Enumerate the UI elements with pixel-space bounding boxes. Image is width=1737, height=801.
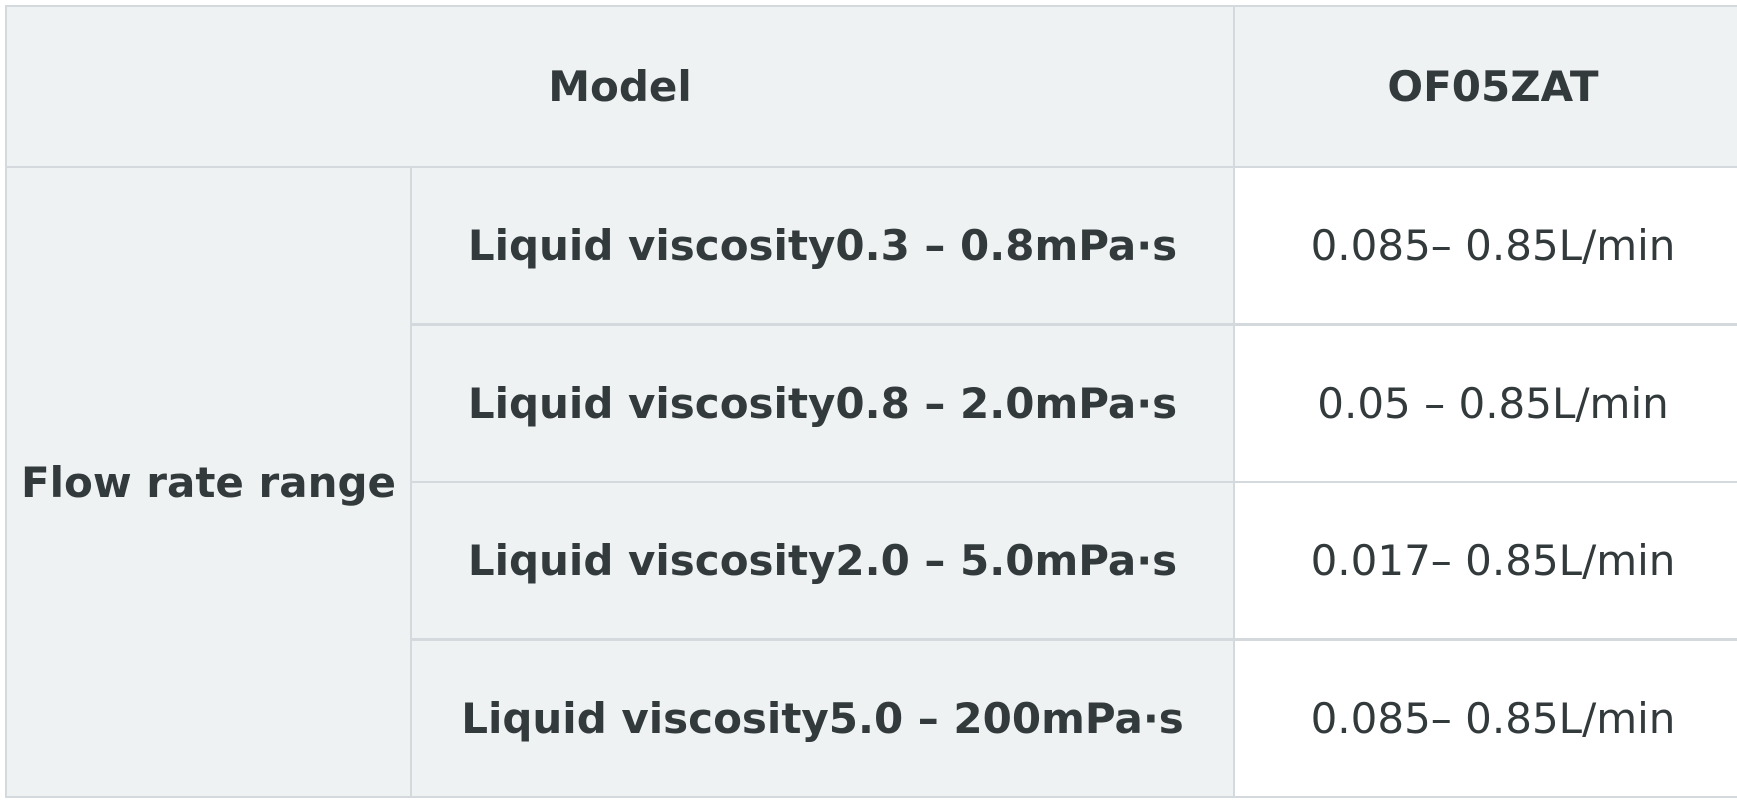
header-cell: Model	[5, 5, 1235, 168]
value-cell: 0.05 – 0.85L/min	[1233, 323, 1737, 483]
group-label: Flow rate range	[5, 166, 412, 798]
condition-cell: Liquid viscosity5.0 – 200mPa·s	[410, 638, 1235, 798]
condition-cell: Liquid viscosity0.3 – 0.8mPa·s	[410, 166, 1235, 325]
value-cell: 0.085– 0.85L/min	[1233, 166, 1737, 325]
condition-cell: Liquid viscosity2.0 – 5.0mPa·s	[410, 481, 1235, 640]
header-cell: OF05ZAT	[1233, 5, 1737, 168]
condition-cell: Liquid viscosity0.8 – 2.0mPa·s	[410, 323, 1235, 483]
value-cell: 0.085– 0.85L/min	[1233, 638, 1737, 798]
value-cell: 0.017– 0.85L/min	[1233, 481, 1737, 640]
